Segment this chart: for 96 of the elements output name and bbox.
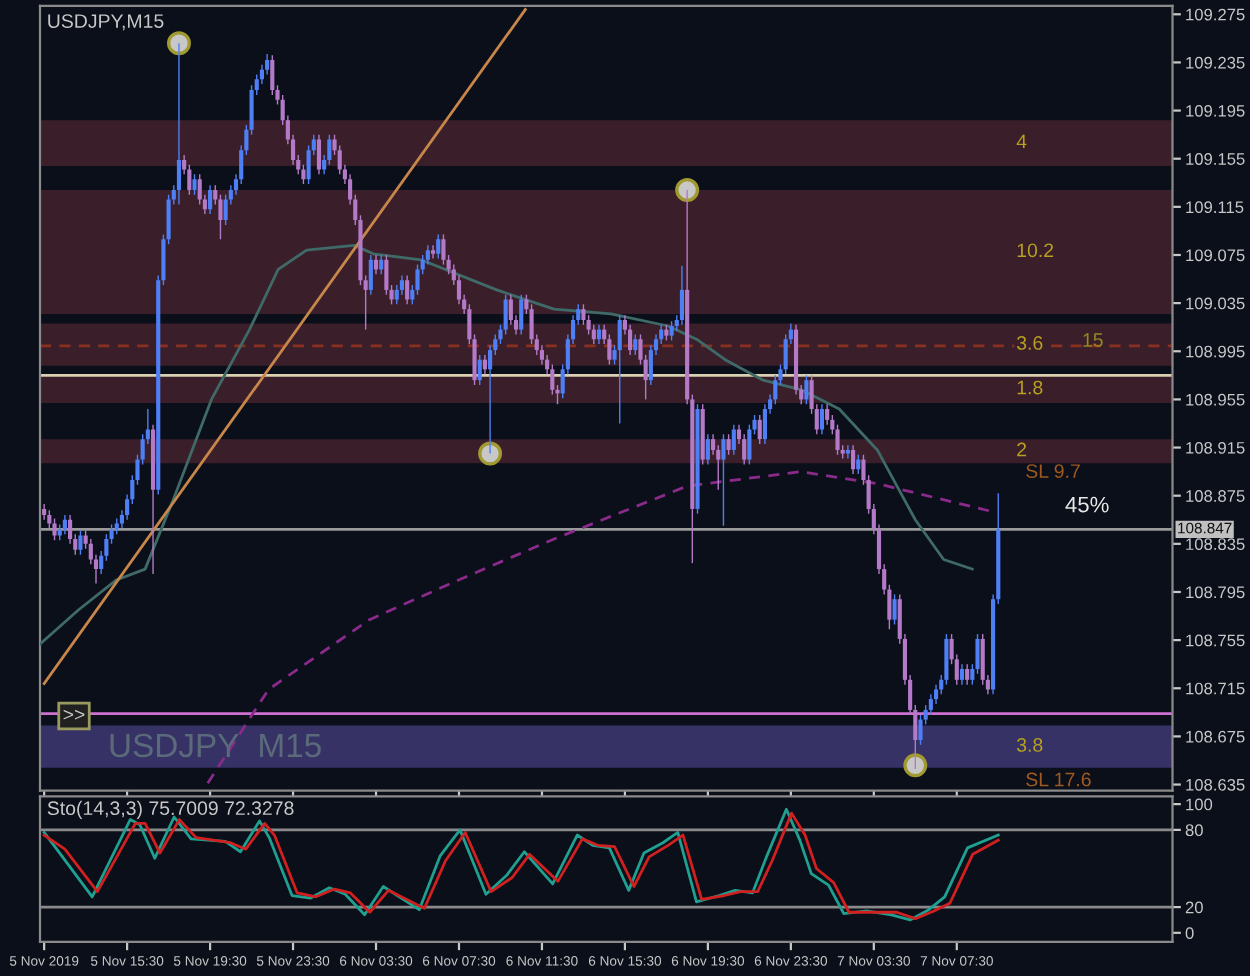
chart-title: USDJPY,M15	[48, 14, 164, 31]
band-label: 1.8	[1017, 380, 1043, 395]
y-tick-label: 108.795	[1186, 586, 1245, 599]
candlestick	[508, 294, 513, 326]
candlestick	[192, 173, 197, 196]
y-tick-label: 108.955	[1186, 393, 1245, 406]
candlestick	[762, 403, 767, 445]
candlestick	[965, 663, 970, 686]
candlestick	[633, 333, 638, 356]
y-tick-label: 108.915	[1186, 441, 1245, 454]
candlestick	[503, 294, 508, 336]
candlestick	[851, 444, 856, 475]
candlestick	[441, 233, 446, 266]
candlestick	[52, 517, 57, 541]
candlestick	[78, 529, 83, 556]
candlestick	[742, 433, 747, 466]
candlestick	[835, 423, 840, 456]
band-label: 10.2	[1017, 243, 1054, 258]
candlestick	[208, 184, 213, 215]
candlestick	[928, 693, 933, 716]
candlestick	[425, 244, 430, 266]
y-tick-label: 108.715	[1186, 682, 1245, 695]
annotation: >>	[63, 709, 85, 720]
y-tick-label: 108.675	[1186, 730, 1245, 743]
y-tick-label: 109.075	[1186, 249, 1245, 262]
point	[167, 31, 191, 56]
y-tick-label: 100	[1186, 798, 1213, 811]
y-tick-label: 108.835	[1186, 538, 1245, 551]
line-series	[40, 243, 974, 646]
candlestick	[197, 173, 202, 206]
candlestick	[721, 433, 726, 527]
candlestick	[42, 503, 47, 521]
annotation: 45%	[1065, 496, 1109, 513]
candlestick	[607, 333, 612, 366]
candlestick	[679, 265, 685, 326]
candlestick	[959, 663, 965, 686]
y-tick-label: 20	[1185, 901, 1203, 914]
band-label: 3.8	[1016, 738, 1043, 752]
candlestick	[705, 433, 710, 466]
candlestick	[399, 274, 405, 296]
y-tick-label: 109.035	[1186, 297, 1245, 310]
candlestick	[726, 433, 731, 456]
candlestick	[669, 320, 674, 342]
candlestick	[482, 354, 487, 375]
candlestick	[581, 303, 586, 326]
y-tick-label: 109.195	[1186, 104, 1245, 117]
candlestick	[550, 363, 555, 396]
candlestick	[265, 53, 270, 76]
candlestick	[596, 324, 602, 345]
candlestick	[980, 633, 985, 686]
y-tick-label: 108.635	[1186, 778, 1245, 791]
annotation: SL 17.6	[1026, 772, 1091, 787]
candlestick	[617, 314, 622, 425]
candlestick	[477, 354, 482, 386]
candlestick	[757, 414, 762, 445]
candlestick	[436, 233, 441, 260]
candlestick	[373, 254, 379, 275]
candlestick	[747, 423, 752, 466]
y-tick-label: 108.875	[1186, 490, 1245, 502]
candlestick	[384, 254, 389, 296]
y-tick-label: 109.115	[1186, 201, 1244, 214]
point	[478, 441, 503, 466]
candlestick	[327, 133, 332, 166]
candlestick	[430, 244, 436, 260]
annotation: 15	[1083, 333, 1103, 347]
candlestick	[316, 133, 322, 176]
candlestick	[62, 514, 67, 535]
candlestick	[845, 444, 850, 460]
y-tick-label: 109.235	[1186, 56, 1245, 69]
annotation: SL 9.7	[1026, 464, 1080, 478]
band-label: 4	[1016, 134, 1027, 149]
y-tick-label: 109.155	[1186, 153, 1245, 165]
candlestick	[731, 423, 736, 456]
y-tick-label: 109.275	[1186, 8, 1245, 21]
point	[675, 178, 700, 202]
candlestick	[379, 254, 384, 275]
y-tick-label: 0	[1185, 927, 1194, 940]
candlestick	[825, 403, 830, 426]
band-label: 3.6	[1016, 336, 1043, 350]
candlestick	[856, 454, 861, 475]
candlestick	[819, 403, 825, 436]
annotation: USDJPY M15	[110, 733, 321, 758]
y-tick-label: 108.995	[1186, 345, 1245, 358]
candlestick	[892, 593, 897, 626]
y-tick-label: 108.755	[1186, 634, 1245, 647]
candlestick	[519, 294, 524, 336]
point	[903, 753, 928, 778]
candlestick	[804, 374, 809, 405]
chart-title: Sto(14,3,3) 75.7009 72.3278	[47, 800, 294, 819]
candlestick	[415, 263, 420, 296]
candlestick	[176, 42, 182, 206]
band-label: 2	[1017, 442, 1027, 457]
candlestick	[405, 274, 410, 306]
candlestick	[944, 633, 949, 686]
y-tick-label: 80	[1185, 824, 1203, 837]
candlestick	[368, 254, 373, 296]
